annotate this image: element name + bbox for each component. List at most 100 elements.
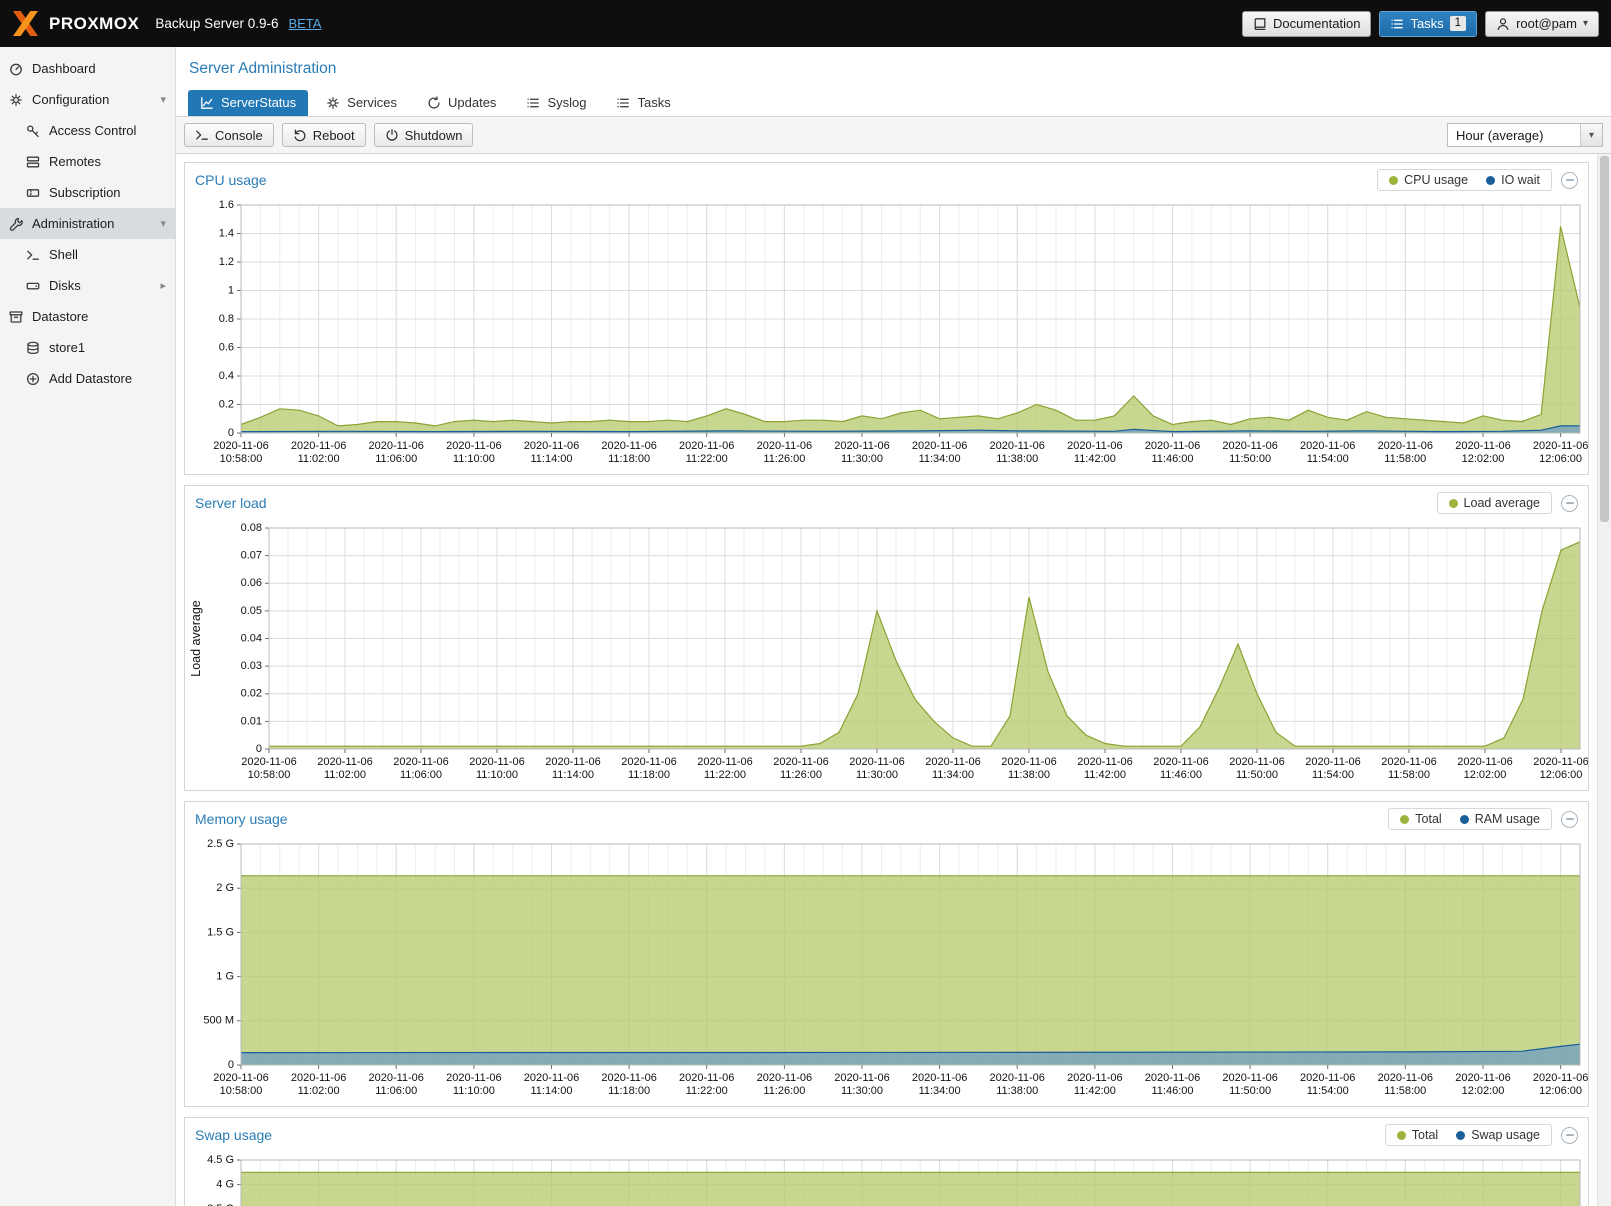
tab-updates[interactable]: Updates [415,90,508,116]
svg-text:2020-11-06: 2020-11-06 [291,440,346,452]
svg-text:11:50:00: 11:50:00 [1236,769,1278,781]
tab-label: Updates [448,95,497,110]
svg-text:0: 0 [228,427,234,439]
svg-text:11:42:00: 11:42:00 [1074,1085,1116,1097]
svg-text:2020-11-06: 2020-11-06 [213,1072,268,1084]
sidebar-item-datastore[interactable]: Datastore [0,301,175,332]
collapse-tool-icon[interactable] [1561,494,1578,512]
console-button[interactable]: Console [184,123,274,147]
svg-text:2020-11-06: 2020-11-06 [1222,440,1277,452]
sidebar-item-remotes[interactable]: Remotes [0,146,175,177]
cpu-usage-chart: 0 0.2 0.4 0.6 0.8 1 1.2 1.4 1.6 2020-11-06 10:58:0… [185,197,1588,474]
memory-usage-panel-header: Memory usage Total RAM usage [185,802,1588,836]
svg-text:2020-11-06: 2020-11-06 [849,756,904,768]
legend-dot-icon [1486,175,1496,185]
svg-text:2020-11-06: 2020-11-06 [446,440,501,452]
panel-title: Swap usage [195,1127,273,1143]
svg-text:2020-11-06: 2020-11-06 [1300,1072,1355,1084]
console-button-label: Console [215,127,263,143]
svg-text:12:06:00: 12:06:00 [1539,453,1582,465]
svg-text:11:06:00: 11:06:00 [400,769,442,781]
collapse-tool-icon[interactable] [1561,171,1578,189]
sidebar-item-dashboard[interactable]: Dashboard [0,53,175,84]
chevron-down-icon[interactable]: ▾ [160,94,166,106]
tab-serverstatus[interactable]: ServerStatus [188,90,309,116]
sidebar-item-label: Disks [49,278,81,293]
svg-text:2 G: 2 G [216,882,234,894]
tab-tasks[interactable]: Tasks [604,90,682,116]
tab-syslog[interactable]: Syslog [514,90,598,116]
svg-text:2020-11-06: 2020-11-06 [524,440,579,452]
shutdown-button[interactable]: Shutdown [373,123,474,147]
ticket-icon [26,186,40,200]
wrench-icon [9,217,23,231]
beta-link[interactable]: BETA [288,16,322,31]
svg-text:11:10:00: 11:10:00 [453,1085,495,1097]
documentation-button[interactable]: Documentation [1241,10,1372,37]
svg-text:1 G: 1 G [216,971,234,983]
svg-text:2020-11-06: 2020-11-06 [834,1072,889,1084]
timeframe-select[interactable]: Hour (average) ▾ [1447,123,1603,147]
svg-text:2020-11-06: 2020-11-06 [393,756,448,768]
svg-text:0.05: 0.05 [241,605,262,617]
sidebar-item-add-datastore[interactable]: Add Datastore [0,363,175,394]
svg-text:0.01: 0.01 [241,715,262,727]
svg-text:11:02:00: 11:02:00 [298,1085,340,1097]
svg-text:2020-11-06: 2020-11-06 [241,756,296,768]
collapse-tool-icon[interactable] [1561,1126,1578,1144]
sidebar-item-label: Add Datastore [49,371,133,386]
sidebar-item-subscription[interactable]: Subscription [0,177,175,208]
vertical-scrollbar[interactable] [1597,154,1611,1206]
server-load-legend: Load average [1436,492,1552,514]
legend-item: Total [1396,1128,1438,1142]
sidebar-item-label: store1 [49,340,86,355]
svg-text:11:30:00: 11:30:00 [841,453,883,465]
sidebar-item-configuration[interactable]: Configuration ▾ [0,84,175,115]
svg-text:11:38:00: 11:38:00 [996,453,1038,465]
top-bar: PROXMOX Backup Server 0.9-6 BETA Documen… [0,0,1611,47]
svg-text:11:58:00: 11:58:00 [1384,1085,1426,1097]
svg-text:11:50:00: 11:50:00 [1229,453,1271,465]
gears-icon [9,93,23,107]
svg-text:2020-11-06: 2020-11-06 [545,756,600,768]
svg-text:2020-11-06: 2020-11-06 [368,440,423,452]
sidebar-item-access-control[interactable]: Access Control [0,115,175,146]
scrollbar-thumb[interactable] [1600,156,1609,522]
main-area: Server Administration ServerStatus Servic… [176,47,1611,1206]
chevron-right-icon[interactable]: ▸ [160,280,166,292]
svg-text:2020-11-06: 2020-11-06 [213,440,268,452]
sidebar-item-disks[interactable]: Disks ▸ [0,270,175,301]
tab-label: Tasks [637,95,671,110]
reboot-button[interactable]: Reboot [281,123,366,147]
svg-text:11:38:00: 11:38:00 [996,1085,1038,1097]
chevron-down-icon[interactable]: ▾ [160,218,166,230]
svg-text:11:30:00: 11:30:00 [856,769,898,781]
combo-caret-down-icon[interactable]: ▾ [1580,124,1602,146]
svg-text:2020-11-06: 2020-11-06 [317,756,372,768]
sync-icon [427,95,441,110]
tab-label: Syslog [547,95,587,110]
tasks-icon [616,96,630,110]
sidebar-item-administration[interactable]: Administration ▾ [0,208,175,239]
box-icon [9,310,23,324]
svg-text:12:02:00: 12:02:00 [1462,453,1505,465]
content-wrap: CPU usage CPU usage IO wait 0 0.2 0.4 0.6 0.8… [176,154,1611,1206]
action-toolbar: Console Reboot Shutdown Hour (average) ▾ [176,117,1611,154]
svg-text:11:22:00: 11:22:00 [686,1085,728,1097]
svg-text:2020-11-06: 2020-11-06 [1067,440,1122,452]
svg-text:2020-11-06: 2020-11-06 [1145,1072,1200,1084]
svg-text:11:26:00: 11:26:00 [763,453,805,465]
brand-name: PROXMOX [49,13,140,33]
sidebar-item-shell[interactable]: Shell [0,239,175,270]
tab-services[interactable]: Services [314,90,409,116]
sidebar-item-store1[interactable]: store1 [0,332,175,363]
svg-text:0.6: 0.6 [219,341,234,353]
tasks-button[interactable]: Tasks 1 [1379,10,1478,37]
reboot-icon [293,128,307,142]
svg-text:2020-11-06: 2020-11-06 [1381,756,1436,768]
charts-scroll-region: CPU usage CPU usage IO wait 0 0.2 0.4 0.6 0.8… [176,154,1597,1206]
collapse-tool-icon[interactable] [1561,810,1578,828]
user-menu-button[interactable]: root@pam ▾ [1485,10,1599,37]
svg-text:2020-11-06: 2020-11-06 [989,440,1044,452]
